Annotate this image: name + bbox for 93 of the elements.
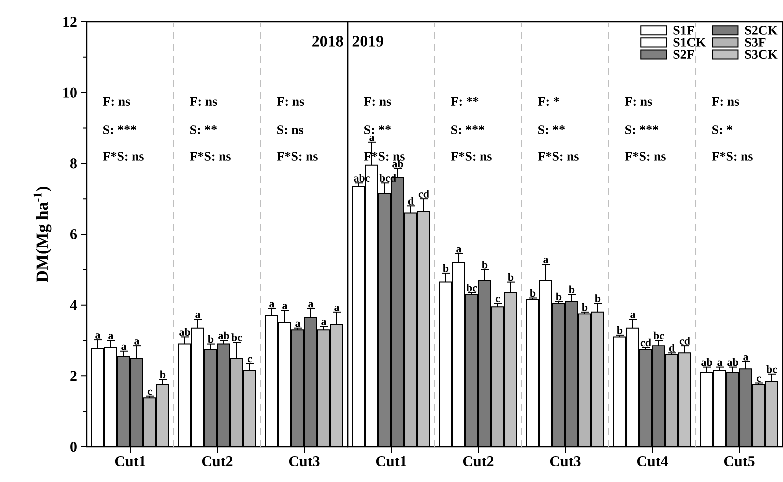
data-label: a — [718, 360, 723, 366]
legend-label: S1F — [674, 26, 694, 35]
annotation: F: ns — [712, 97, 740, 106]
data-label: ab — [702, 358, 712, 366]
annotation: F: ns — [277, 97, 304, 106]
x-tick-label: Cut2 — [463, 456, 494, 467]
data-label: bc — [766, 365, 778, 374]
data-label: ab — [728, 358, 738, 366]
data-label: ab — [392, 160, 404, 168]
data-label: b — [595, 294, 601, 302]
y-tick-label: 10 — [64, 88, 77, 98]
annotation: F: * — [538, 97, 560, 106]
data-label: a — [370, 136, 375, 142]
y-axis-title: DM(Mg ha$^{-1}$) — [34, 187, 52, 282]
data-label: b — [508, 273, 514, 282]
annotation: F*S: ns — [712, 152, 753, 161]
data-label: a — [296, 322, 301, 328]
annotation: F: ns — [190, 97, 218, 106]
annotation: F*S: ns — [625, 152, 666, 161]
data-label: bc — [232, 334, 242, 342]
annotation: 2018 — [312, 36, 344, 47]
data-label: c — [148, 390, 152, 396]
y-tick-label: 2 — [70, 371, 77, 382]
annotation: S: *** — [452, 126, 484, 134]
x-tick-label: Cut1 — [376, 456, 407, 467]
x-tick-label: Cut5 — [724, 456, 755, 467]
data-label: a — [96, 334, 101, 339]
annotation: S: ns — [278, 126, 304, 134]
data-label: a — [322, 320, 327, 326]
annotation: S: *** — [104, 126, 136, 134]
annotation: F*S: ns — [103, 152, 144, 161]
annotation: F*S: ns — [538, 152, 579, 161]
data-label: b — [530, 289, 536, 298]
x-tick-label: Cut2 — [202, 456, 233, 467]
data-label: bc — [654, 332, 664, 340]
data-label: a — [108, 334, 114, 340]
data-label: b — [569, 286, 575, 294]
annotation: F*S: ns — [451, 152, 492, 161]
data-label: b — [208, 335, 214, 344]
legend-label: S3F — [745, 38, 766, 47]
y-tick-label: 6 — [70, 229, 78, 240]
data-label: a — [122, 344, 127, 350]
data-label: a — [744, 356, 749, 361]
data-label: d — [408, 197, 414, 205]
data-label: b — [443, 264, 449, 272]
data-label: b — [160, 370, 166, 379]
data-label: ab — [218, 332, 230, 340]
x-tick-label: Cut3 — [289, 456, 320, 467]
annotation: F: ** — [451, 97, 479, 106]
data-label: b — [556, 292, 562, 301]
x-tick-label: Cut1 — [115, 456, 146, 467]
data-label: ab — [180, 328, 190, 336]
data-label: c — [756, 376, 762, 382]
annotation: S: ** — [364, 126, 392, 134]
data-label: bc — [466, 284, 478, 292]
data-label: a — [196, 313, 201, 318]
data-label: cd — [640, 338, 652, 347]
annotation: S: ** — [538, 126, 566, 134]
data-label: b — [582, 304, 588, 312]
annotation: S: ** — [190, 126, 218, 134]
annotation: F: ns — [625, 97, 652, 106]
data-label: a — [270, 302, 275, 308]
data-label: a — [282, 304, 288, 310]
data-label: a — [308, 302, 314, 308]
annotation: S: *** — [626, 126, 658, 134]
data-label: cd — [418, 190, 430, 198]
data-label: a — [630, 313, 636, 318]
legend-label: S1CK — [674, 38, 706, 47]
data-label: a — [334, 306, 340, 312]
data-label: a — [456, 248, 462, 253]
data-label: d — [669, 344, 675, 352]
annotation: F: ns — [364, 97, 392, 106]
annotation: S: * — [712, 126, 733, 134]
x-tick-label: Cut4 — [637, 456, 668, 467]
x-tick-label: Cut3 — [550, 456, 581, 467]
data-label: a — [544, 258, 549, 264]
annotation: F: ns — [103, 97, 130, 106]
y-tick-label: 0 — [70, 442, 77, 452]
legend-label: S3CK — [745, 50, 778, 59]
annotation: F*S: ns — [277, 152, 318, 161]
y-tick-label: 12 — [64, 17, 77, 27]
legend-label: S2F — [674, 50, 694, 59]
data-label: c — [248, 357, 252, 363]
data-label: b — [482, 261, 488, 269]
y-tick-label: 4 — [70, 300, 78, 310]
annotation: 2019 — [352, 36, 384, 47]
data-label: cd — [680, 337, 690, 345]
data-label: a — [134, 340, 140, 345]
y-tick-label: 8 — [70, 158, 77, 169]
legend-label: S2CK — [745, 26, 778, 35]
annotation: F*S: ns — [190, 152, 231, 161]
data-label: c — [496, 297, 500, 302]
data-label: b — [617, 326, 623, 334]
